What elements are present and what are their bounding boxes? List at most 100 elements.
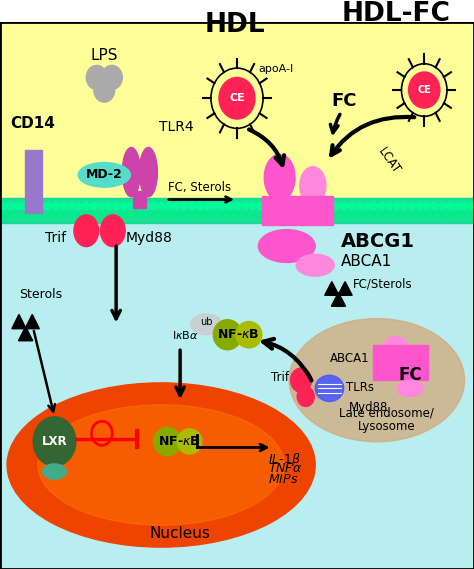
Ellipse shape bbox=[384, 336, 408, 358]
Text: $TNF\alpha$: $TNF\alpha$ bbox=[268, 462, 302, 475]
Circle shape bbox=[462, 202, 468, 210]
Text: ub: ub bbox=[200, 316, 212, 327]
Text: LXR: LXR bbox=[42, 435, 67, 448]
Ellipse shape bbox=[236, 321, 262, 348]
Circle shape bbox=[303, 212, 309, 218]
Circle shape bbox=[439, 202, 446, 210]
Ellipse shape bbox=[7, 383, 315, 547]
Bar bbox=[382, 345, 391, 380]
Circle shape bbox=[143, 202, 150, 210]
Circle shape bbox=[86, 65, 107, 89]
Text: TLR4: TLR4 bbox=[159, 120, 193, 134]
Circle shape bbox=[341, 212, 346, 218]
Circle shape bbox=[371, 202, 377, 210]
Circle shape bbox=[318, 212, 324, 218]
Circle shape bbox=[189, 212, 195, 218]
Ellipse shape bbox=[315, 375, 344, 402]
Bar bbox=[420, 345, 428, 380]
Circle shape bbox=[219, 212, 225, 218]
Circle shape bbox=[318, 202, 324, 210]
Circle shape bbox=[174, 212, 180, 218]
Circle shape bbox=[340, 202, 347, 210]
Circle shape bbox=[424, 212, 430, 218]
Text: Trif: Trif bbox=[45, 231, 66, 245]
Circle shape bbox=[37, 212, 43, 218]
Text: Late endosome/: Late endosome/ bbox=[339, 406, 434, 419]
Bar bbox=[286, 196, 297, 225]
Circle shape bbox=[22, 212, 28, 218]
Circle shape bbox=[348, 212, 354, 218]
Circle shape bbox=[181, 202, 188, 210]
Text: CD14: CD14 bbox=[11, 116, 55, 131]
Polygon shape bbox=[338, 282, 352, 295]
Circle shape bbox=[416, 202, 423, 210]
Circle shape bbox=[295, 202, 301, 210]
Circle shape bbox=[265, 212, 271, 218]
Bar bbox=[133, 191, 146, 208]
Text: TLRs: TLRs bbox=[346, 381, 374, 394]
Circle shape bbox=[204, 212, 210, 218]
Text: CE: CE bbox=[229, 93, 245, 103]
Circle shape bbox=[356, 212, 362, 218]
Text: Sterols: Sterols bbox=[19, 288, 62, 301]
Circle shape bbox=[29, 202, 36, 210]
Circle shape bbox=[302, 202, 309, 210]
Ellipse shape bbox=[78, 163, 130, 187]
Circle shape bbox=[333, 202, 339, 210]
Text: FC/Sterols: FC/Sterols bbox=[353, 278, 413, 291]
Bar bbox=[298, 196, 309, 225]
Circle shape bbox=[250, 212, 255, 218]
Circle shape bbox=[393, 202, 400, 210]
Text: I$\kappa$B$\alpha$: I$\kappa$B$\alpha$ bbox=[172, 329, 198, 341]
Circle shape bbox=[196, 202, 203, 210]
Circle shape bbox=[98, 202, 104, 210]
Circle shape bbox=[98, 212, 104, 218]
Circle shape bbox=[469, 202, 474, 210]
Circle shape bbox=[378, 202, 385, 210]
Circle shape bbox=[219, 202, 226, 210]
Circle shape bbox=[364, 212, 369, 218]
Circle shape bbox=[470, 212, 474, 218]
Circle shape bbox=[363, 202, 370, 210]
Polygon shape bbox=[25, 315, 39, 329]
Circle shape bbox=[371, 212, 377, 218]
Bar bbox=[262, 196, 273, 225]
Circle shape bbox=[197, 212, 202, 218]
Text: Nucleus: Nucleus bbox=[150, 526, 210, 541]
Circle shape bbox=[173, 202, 180, 210]
Text: FC: FC bbox=[331, 92, 356, 110]
Circle shape bbox=[106, 212, 111, 218]
Ellipse shape bbox=[74, 215, 99, 246]
Ellipse shape bbox=[264, 154, 295, 201]
Circle shape bbox=[113, 202, 119, 210]
Circle shape bbox=[33, 417, 76, 466]
Text: LCAT: LCAT bbox=[375, 146, 402, 177]
Circle shape bbox=[462, 212, 468, 218]
Circle shape bbox=[45, 212, 51, 218]
Circle shape bbox=[409, 212, 415, 218]
Circle shape bbox=[75, 202, 82, 210]
Bar bbox=[401, 345, 410, 380]
Circle shape bbox=[273, 212, 278, 218]
Circle shape bbox=[136, 212, 142, 218]
Ellipse shape bbox=[38, 405, 284, 525]
Ellipse shape bbox=[100, 215, 125, 246]
Circle shape bbox=[159, 212, 164, 218]
Circle shape bbox=[90, 202, 97, 210]
Ellipse shape bbox=[122, 147, 140, 197]
Text: ABCA1: ABCA1 bbox=[341, 254, 392, 269]
Circle shape bbox=[447, 202, 453, 210]
Circle shape bbox=[297, 387, 314, 406]
Circle shape bbox=[227, 212, 233, 218]
Circle shape bbox=[101, 65, 122, 89]
Circle shape bbox=[120, 202, 127, 210]
Bar bbox=[373, 345, 381, 380]
Ellipse shape bbox=[213, 320, 242, 350]
Text: $IL$-$1\beta$: $IL$-$1\beta$ bbox=[268, 451, 301, 468]
Bar bbox=[0, 198, 474, 569]
Circle shape bbox=[264, 202, 271, 210]
Circle shape bbox=[14, 202, 21, 210]
Circle shape bbox=[30, 212, 36, 218]
Ellipse shape bbox=[191, 314, 221, 335]
Ellipse shape bbox=[289, 319, 465, 442]
